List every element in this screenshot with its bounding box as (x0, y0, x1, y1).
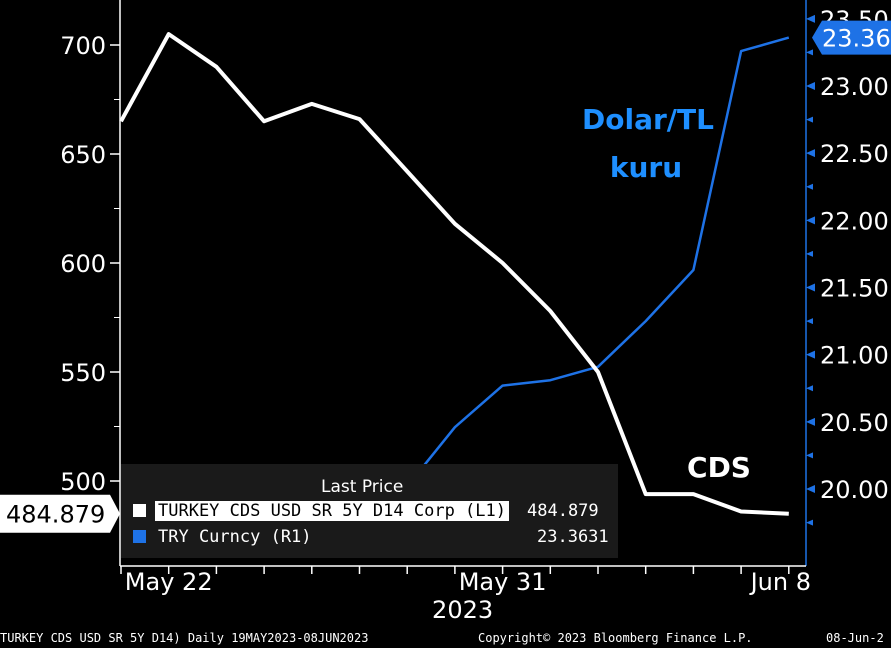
annotation-kuru: kuru (610, 151, 682, 184)
right-tick-label: 20.50 (820, 409, 889, 437)
footer-date: 08-Jun-2 (826, 631, 884, 645)
right-tick-label: 21.50 (820, 275, 889, 303)
right-minor-tick (806, 318, 813, 325)
x-tick-label: Jun 8 (749, 568, 811, 596)
right-minor-tick (806, 250, 813, 257)
annotation-cds: CDS (687, 451, 751, 484)
footer-security-info: TURKEY CDS USD SR 5Y D14) Daily 19MAY202… (0, 631, 369, 645)
left-tick-label: 500 (60, 468, 106, 496)
annotation-dolar-tl: Dolar/TL (582, 103, 714, 136)
right-minor-tick (806, 385, 813, 392)
legend-label-cds: TURKEY CDS USD SR 5Y D14 Corp (L1) (155, 501, 509, 521)
right-minor-tick (806, 452, 813, 459)
right-tick-label: 22.00 (820, 207, 889, 235)
right-tick-mark (806, 283, 815, 292)
right-tick-mark (806, 485, 815, 493)
legend-header: Last Price (321, 477, 404, 497)
left-tick-label: 550 (60, 359, 106, 387)
cds-last-value-tag (0, 494, 120, 533)
left-tick-label: 700 (60, 32, 106, 60)
try-last-value-tag (812, 20, 891, 55)
right-tick-mark (806, 149, 815, 158)
right-tick-mark (806, 417, 815, 426)
right-minor-tick (806, 183, 813, 190)
right-tick-mark (806, 14, 815, 23)
right-minor-tick (806, 116, 813, 123)
right-tick-label: 22.50 (820, 140, 889, 168)
legend-value-cds: 484.879 (527, 501, 599, 521)
left-tick-label: 650 (60, 141, 106, 169)
right-minor-tick (806, 519, 813, 526)
x-year-label: 2023 (432, 596, 493, 624)
x-tick-label: May 31 (459, 568, 547, 596)
try-last-value-label: 23.36 (822, 25, 891, 53)
right-tick-mark (806, 82, 815, 90)
right-tick-mark (806, 350, 815, 359)
right-tick-label: 20.00 (820, 476, 889, 504)
right-tick-label: 23.00 (820, 73, 889, 101)
x-tick-label: May 22 (125, 568, 213, 596)
footer-copyright: Copyright© 2023 Bloomberg Finance L.P. (478, 631, 753, 645)
chart-legend: Last Price TURKEY CDS USD SR 5Y D14 Corp… (121, 464, 618, 558)
right-tick-mark (806, 216, 815, 225)
legend-label-try: TRY Curncy (R1) (158, 527, 312, 547)
right-tick-label: 21.00 (820, 342, 889, 370)
right-minor-tick (806, 49, 813, 56)
cds-series-line (119, 32, 789, 516)
legend-value-try: 23.3631 (537, 527, 609, 547)
cds-last-value-label: 484.879 (6, 501, 105, 529)
legend-swatch-try (133, 530, 146, 543)
left-tick-label: 600 (60, 250, 106, 278)
legend-swatch-cds (133, 504, 146, 517)
